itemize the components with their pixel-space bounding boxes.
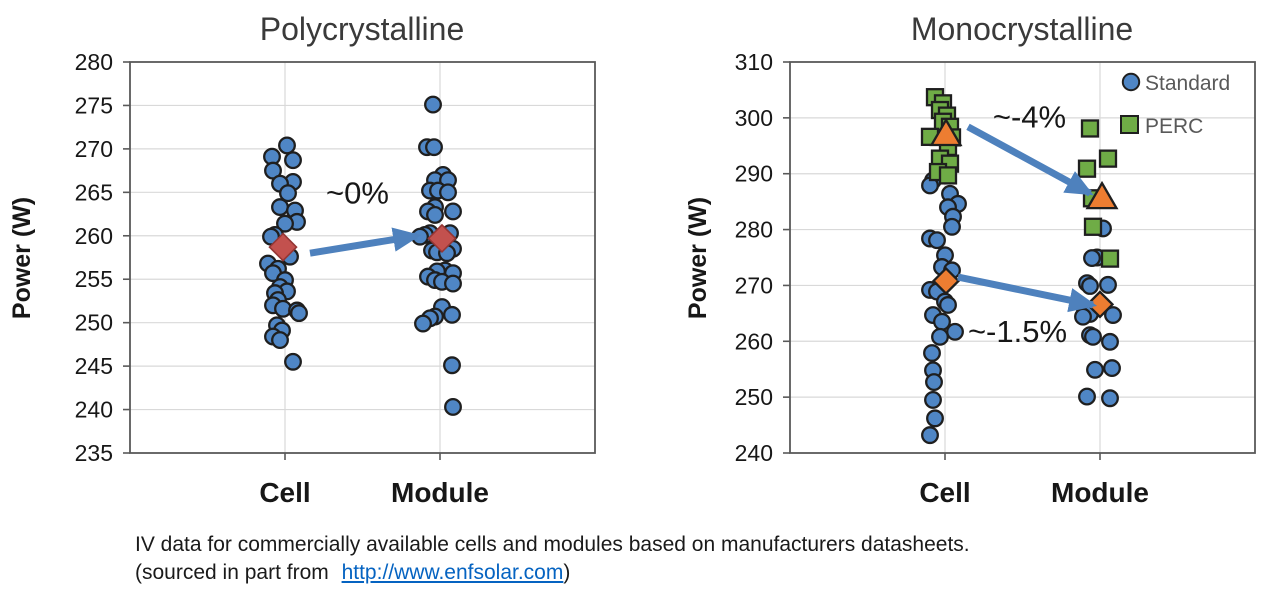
standard-point — [1101, 332, 1119, 351]
delta-annotation: ~0% — [326, 175, 389, 210]
y-tick-label: 240 — [75, 397, 113, 423]
x-category-cell-right: Cell — [919, 477, 970, 508]
perc-point — [1100, 249, 1120, 268]
standard-point — [439, 183, 457, 202]
standard-point — [925, 373, 943, 392]
enfsolar-link[interactable]: http://www.enfsolar.com — [341, 561, 564, 584]
standard-point — [278, 136, 296, 155]
caption-line2-suffix: ) — [563, 561, 571, 584]
legend-standard-marker-icon — [1121, 72, 1141, 92]
standard-point — [444, 202, 462, 221]
chart-title-polycrystalline: Polycrystalline — [260, 11, 465, 47]
x-category-module-right: Module — [1051, 477, 1149, 508]
standard-point — [1104, 306, 1122, 324]
standard-point — [425, 138, 443, 157]
perc-mean-point — [929, 117, 963, 147]
figure-caption: IV data for commercially available cells… — [135, 531, 970, 587]
y-tick-label: 280 — [735, 217, 773, 243]
monocrystalline-plot: 240 250 260 270 280 290 300 310 ~-4% ~-1.5% — [735, 49, 1256, 466]
standard-point — [931, 327, 949, 346]
delta-annotation: ~-4% — [993, 100, 1066, 135]
perc-point — [1098, 149, 1118, 168]
perc-point — [1080, 119, 1100, 138]
y-tick-label: 290 — [735, 161, 773, 187]
delta-annotation: ~-1.5% — [968, 314, 1067, 349]
standard-point — [1074, 307, 1092, 326]
standard-point — [424, 95, 442, 114]
standard-point — [923, 344, 941, 362]
y-tick-label: 235 — [75, 440, 113, 466]
standard-point — [284, 151, 302, 170]
standard-point — [1086, 360, 1104, 379]
standard-point — [1083, 249, 1101, 268]
standard-point — [939, 296, 957, 314]
trend-arrow — [957, 273, 1098, 313]
mean-point — [427, 223, 457, 254]
standard-point — [924, 390, 942, 409]
y-tick-label: 245 — [75, 353, 113, 379]
legend-perc-label: PERC — [1145, 115, 1203, 138]
y-tick-label: 280 — [75, 49, 113, 75]
legend-standard-label: Standard — [1145, 72, 1230, 95]
standard-point — [926, 409, 944, 428]
standard-point — [271, 198, 289, 217]
standard-point — [1101, 389, 1119, 408]
x-category-cell-left: Cell — [259, 477, 310, 508]
perc-mean-point — [1085, 180, 1119, 210]
y-axis-title-right: Power (W) — [684, 197, 712, 319]
chart-title-monocrystalline: Monocrystalline — [911, 11, 1133, 47]
standard-point — [1084, 327, 1102, 346]
standard-point — [943, 217, 961, 236]
y-axis-title-left: Power (W) — [8, 197, 36, 319]
plot-border — [129, 61, 596, 454]
perc-point — [938, 166, 958, 185]
standard-point — [443, 356, 461, 375]
y-tick-label: 310 — [735, 49, 773, 75]
standard-point — [284, 352, 302, 371]
standard-point — [1081, 277, 1099, 295]
standard-point — [946, 322, 964, 341]
standard-point — [279, 184, 297, 203]
y-tick-label: 255 — [75, 266, 113, 292]
standard-point — [921, 426, 939, 445]
standard-point — [444, 274, 462, 293]
y-tick-label: 265 — [75, 179, 113, 205]
caption-line2: (sourced in part from http://www.enfsola… — [135, 559, 970, 587]
standard-point — [1103, 359, 1121, 378]
caption-line2-prefix: (sourced in part from — [135, 561, 335, 584]
standard-point — [443, 305, 461, 324]
standard-point — [276, 214, 294, 233]
y-tick-label: 275 — [75, 92, 113, 118]
standard-point — [444, 397, 462, 416]
y-tick-label: 270 — [75, 136, 113, 162]
x-category-module-left: Module — [391, 477, 489, 508]
standard-point — [928, 231, 946, 250]
perc-point — [1083, 217, 1103, 236]
y-tick-label: 260 — [735, 328, 773, 354]
standard-mean-point — [931, 266, 961, 296]
perc-point — [1077, 159, 1097, 178]
legend: Standard PERC — [1120, 72, 1230, 138]
standard-point — [1078, 387, 1096, 406]
standard-point — [426, 205, 444, 224]
standard-point — [271, 331, 289, 349]
y-tick-label: 260 — [75, 223, 113, 249]
trend-arrow — [309, 227, 422, 257]
standard-point — [1099, 275, 1117, 294]
legend-perc-marker-icon — [1120, 115, 1139, 134]
mean-point — [268, 232, 298, 262]
polycrystalline-plot: 235 240 245 250 255 260 265 270 275 280 ~0% — [75, 49, 596, 466]
y-tick-label: 270 — [735, 272, 773, 298]
y-tick-label: 250 — [75, 310, 113, 336]
standard-point — [290, 304, 308, 323]
plot-border — [789, 61, 1256, 454]
trend-arrow — [966, 123, 1094, 197]
caption-line1: IV data for commercially available cells… — [135, 533, 970, 556]
standard-point — [414, 314, 432, 333]
y-tick-label: 250 — [735, 384, 773, 410]
y-tick-label: 300 — [735, 105, 773, 131]
y-tick-label: 240 — [735, 440, 773, 466]
